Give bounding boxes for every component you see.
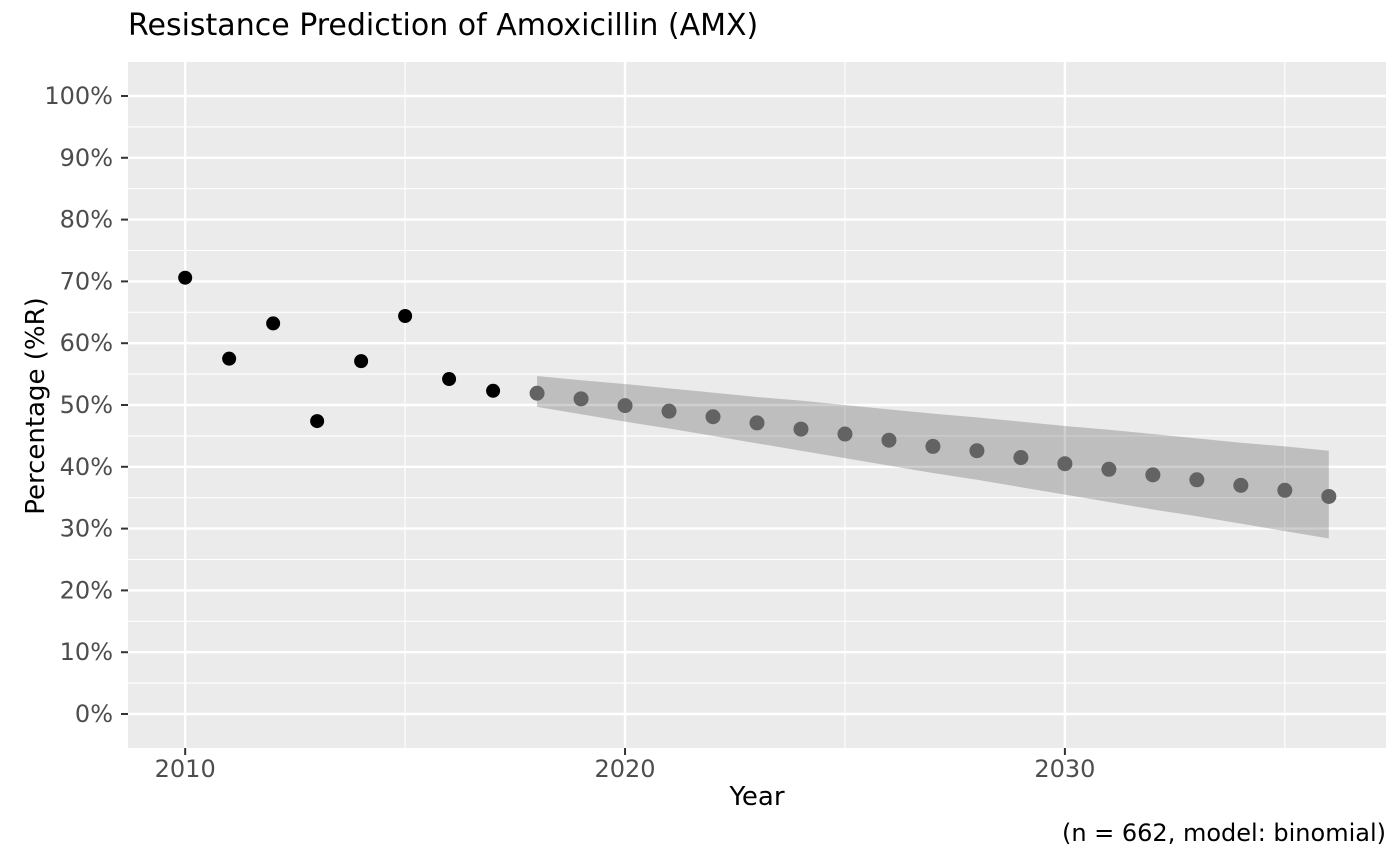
- predicted-point: [1145, 467, 1161, 483]
- predicted-point: [749, 415, 765, 431]
- y-axis-title: Percentage (%R): [21, 297, 51, 515]
- y-tick-label: 50%: [60, 391, 113, 419]
- x-axis-title: Year: [729, 782, 785, 812]
- predicted-point: [529, 385, 545, 401]
- predicted-point: [1233, 477, 1249, 493]
- y-tick-label: 60%: [60, 329, 113, 357]
- predicted-point: [925, 438, 941, 454]
- confidence-ribbon: [537, 375, 1329, 539]
- observed-point: [266, 316, 281, 331]
- observed-point: [442, 372, 457, 387]
- y-tick-label: 80%: [60, 206, 113, 234]
- observed-point: [398, 309, 413, 324]
- predicted-point: [969, 443, 985, 459]
- y-tick-label: 10%: [60, 638, 113, 666]
- y-tick-label: 30%: [60, 515, 113, 543]
- predicted-point: [837, 426, 853, 442]
- x-tick-label: 2010: [155, 755, 216, 783]
- y-tick-label: 90%: [60, 144, 113, 172]
- y-tick-label: 40%: [60, 453, 113, 481]
- predicted-point: [1277, 482, 1293, 498]
- x-tick-label: 2030: [1034, 755, 1095, 783]
- y-tick-label: 100%: [44, 82, 113, 110]
- y-tick-label: 70%: [60, 267, 113, 295]
- predicted-point: [705, 409, 721, 425]
- chart-title: Resistance Prediction of Amoxicillin (AM…: [128, 8, 759, 43]
- predicted-point: [573, 391, 589, 407]
- predicted-point: [881, 432, 897, 448]
- predicted-point: [1013, 450, 1029, 466]
- y-tick-label: 0%: [75, 700, 113, 728]
- observed-point: [222, 351, 237, 366]
- x-tick-label: 2020: [595, 755, 656, 783]
- observed-point: [354, 354, 369, 369]
- predicted-point: [793, 421, 809, 437]
- chart-caption: (n = 662, model: binomial): [1061, 819, 1386, 847]
- observed-point: [178, 270, 193, 285]
- y-tick-label: 20%: [60, 576, 113, 604]
- predicted-point: [661, 403, 677, 419]
- predicted-point: [1189, 472, 1205, 488]
- predicted-point: [617, 398, 633, 414]
- predicted-point: [1101, 461, 1117, 477]
- predicted-point: [1321, 488, 1337, 504]
- predicted-point: [1057, 456, 1073, 472]
- observed-point: [310, 414, 325, 429]
- observed-point: [486, 383, 501, 398]
